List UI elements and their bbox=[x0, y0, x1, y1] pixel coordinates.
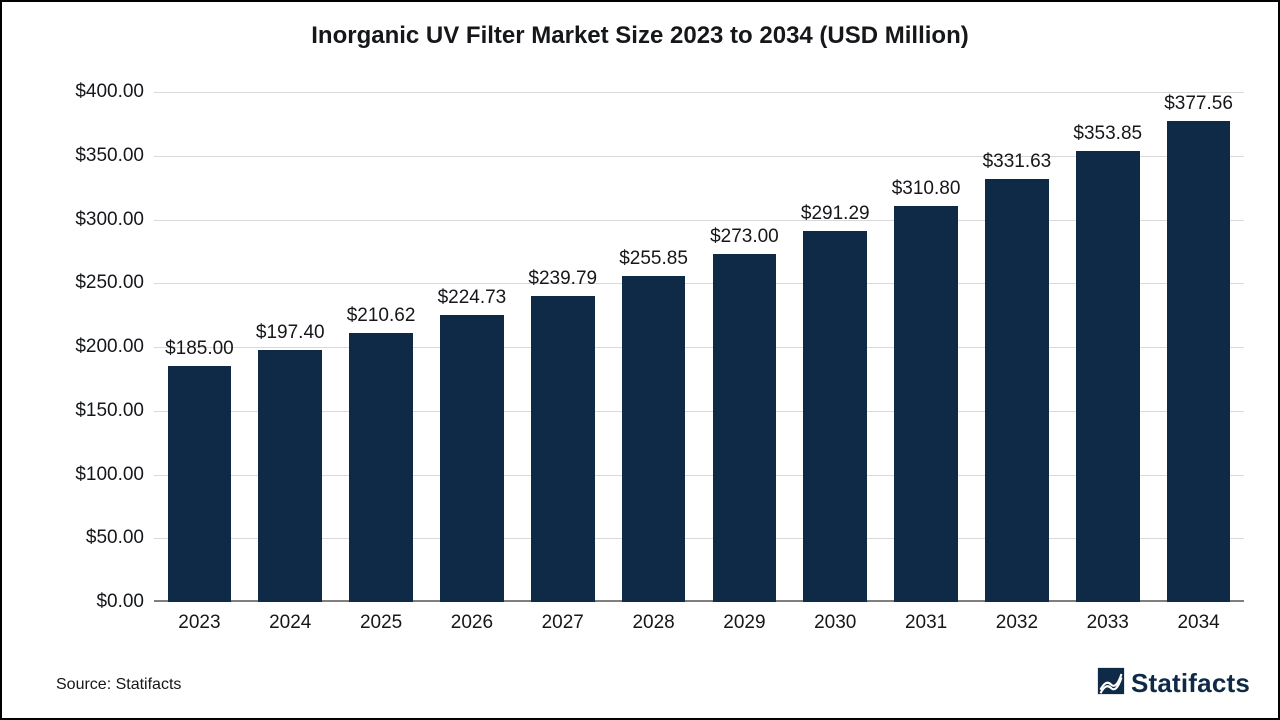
data-label: $310.80 bbox=[892, 178, 961, 200]
brand-text: Statifacts bbox=[1131, 668, 1250, 699]
bar bbox=[985, 179, 1049, 602]
bar bbox=[168, 366, 232, 602]
y-tick-label: $0.00 bbox=[96, 591, 154, 613]
bar bbox=[1167, 121, 1231, 602]
x-tick-label: 2023 bbox=[178, 602, 220, 634]
data-label: $353.85 bbox=[1073, 123, 1142, 145]
data-label: $185.00 bbox=[165, 338, 234, 360]
y-tick-label: $400.00 bbox=[75, 81, 154, 103]
bar bbox=[803, 231, 867, 602]
x-tick-label: 2033 bbox=[1087, 602, 1129, 634]
y-tick-label: $50.00 bbox=[86, 527, 154, 549]
x-tick-label: 2030 bbox=[814, 602, 856, 634]
bar bbox=[531, 296, 595, 602]
gridline bbox=[154, 92, 1244, 93]
brand-logo: Statifacts bbox=[1097, 667, 1250, 700]
y-tick-label: $150.00 bbox=[75, 400, 154, 422]
plot-area: $0.00$50.00$100.00$150.00$200.00$250.00$… bbox=[154, 92, 1244, 602]
brand-icon bbox=[1097, 667, 1125, 700]
x-tick-label: 2034 bbox=[1177, 602, 1219, 634]
y-tick-label: $250.00 bbox=[75, 272, 154, 294]
chart-title: Inorganic UV Filter Market Size 2023 to … bbox=[2, 22, 1278, 50]
data-label: $197.40 bbox=[256, 322, 325, 344]
x-tick-label: 2025 bbox=[360, 602, 402, 634]
data-label: $224.73 bbox=[438, 287, 507, 309]
bar bbox=[622, 276, 686, 602]
bar bbox=[349, 333, 413, 602]
x-tick-label: 2024 bbox=[269, 602, 311, 634]
x-tick-label: 2026 bbox=[451, 602, 493, 634]
data-label: $377.56 bbox=[1164, 93, 1233, 115]
x-tick-label: 2031 bbox=[905, 602, 947, 634]
chart-frame: Inorganic UV Filter Market Size 2023 to … bbox=[0, 0, 1280, 720]
data-label: $255.85 bbox=[619, 248, 688, 270]
x-tick-label: 2027 bbox=[542, 602, 584, 634]
y-tick-label: $200.00 bbox=[75, 336, 154, 358]
y-tick-label: $300.00 bbox=[75, 209, 154, 231]
x-tick-label: 2028 bbox=[632, 602, 674, 634]
x-tick-label: 2032 bbox=[996, 602, 1038, 634]
bar bbox=[258, 350, 322, 602]
y-tick-label: $100.00 bbox=[75, 464, 154, 486]
x-tick-label: 2029 bbox=[723, 602, 765, 634]
bar bbox=[440, 315, 504, 602]
bar bbox=[894, 206, 958, 602]
bar bbox=[713, 254, 777, 602]
data-label: $291.29 bbox=[801, 203, 870, 225]
data-label: $210.62 bbox=[347, 305, 416, 327]
source-caption: Source: Statifacts bbox=[56, 676, 181, 694]
y-tick-label: $350.00 bbox=[75, 145, 154, 167]
data-label: $239.79 bbox=[528, 268, 597, 290]
data-label: $331.63 bbox=[983, 151, 1052, 173]
data-label: $273.00 bbox=[710, 226, 779, 248]
bar bbox=[1076, 151, 1140, 602]
